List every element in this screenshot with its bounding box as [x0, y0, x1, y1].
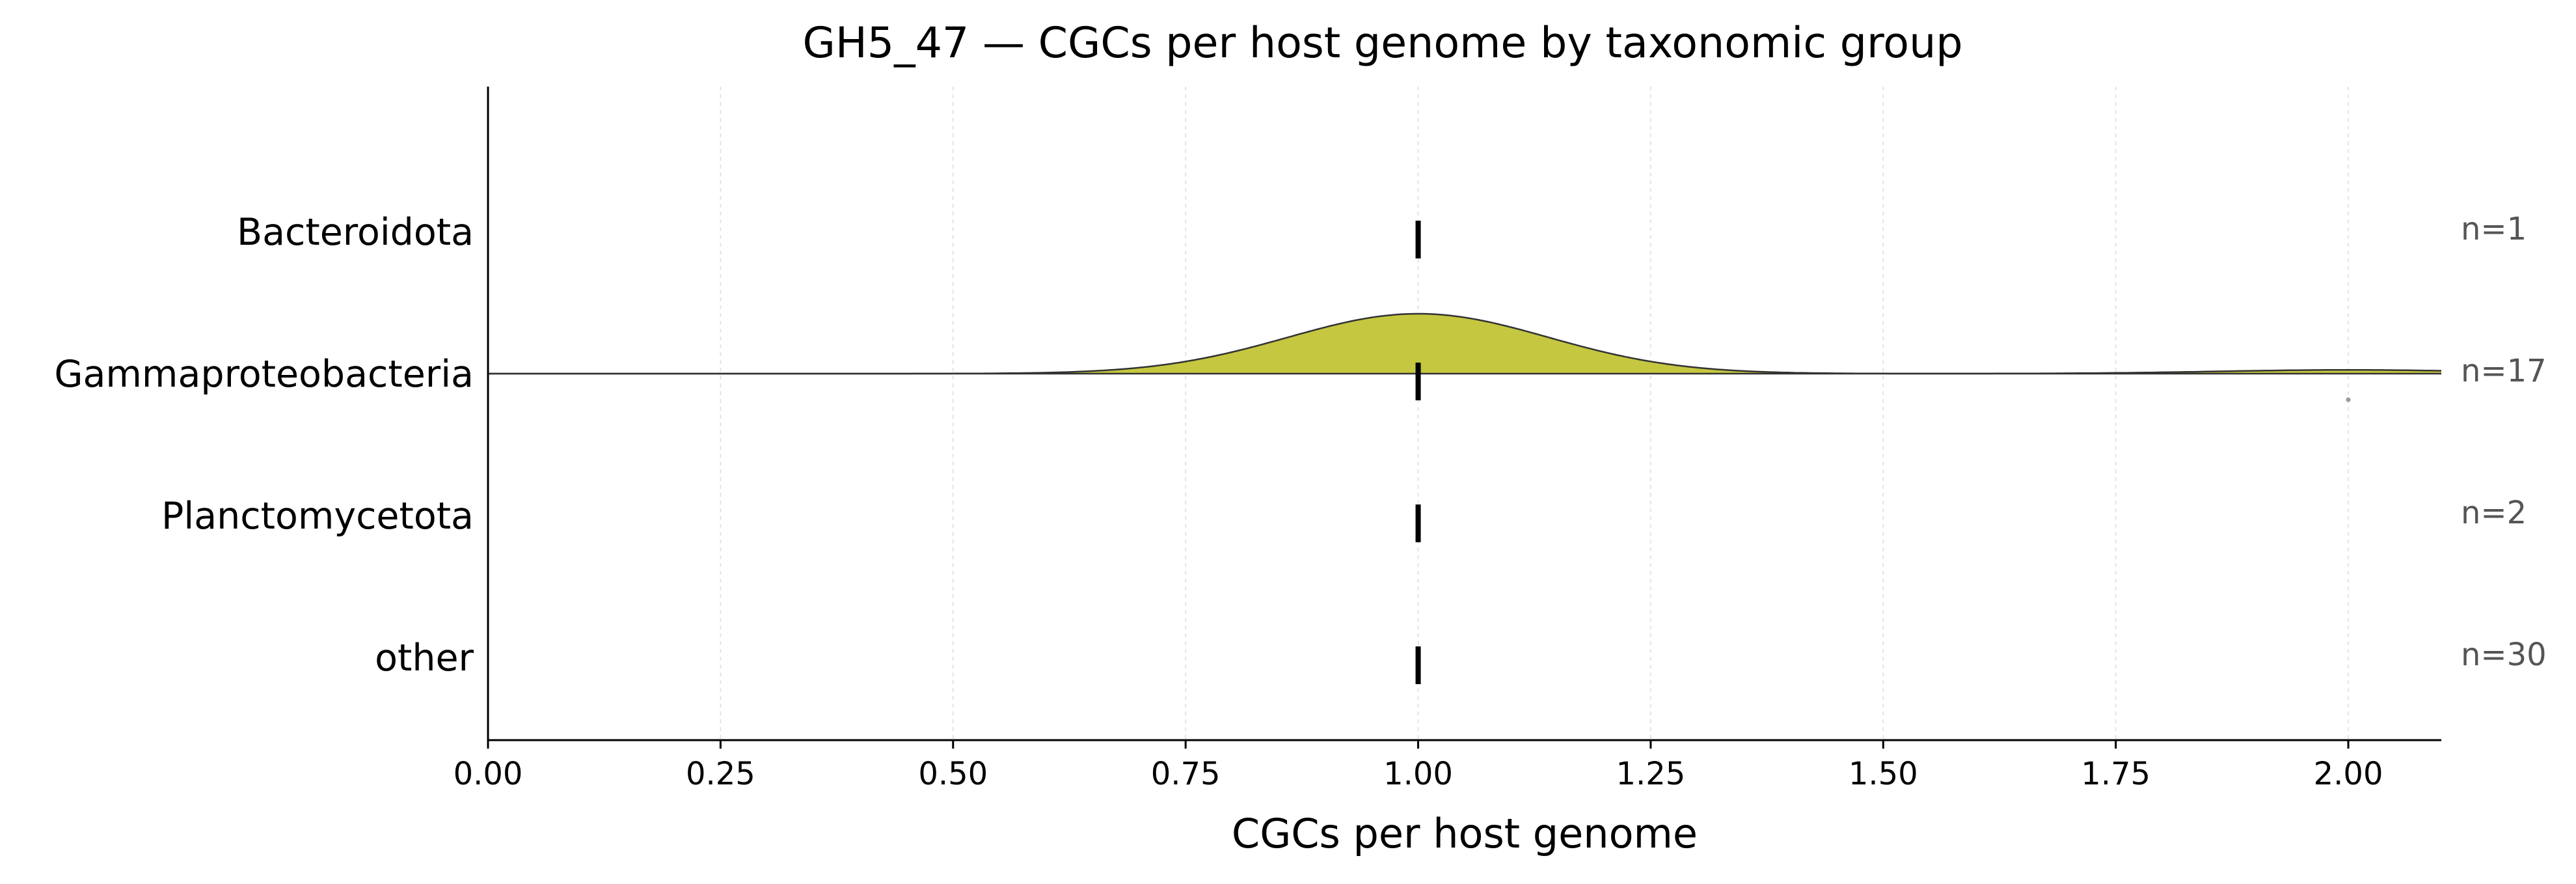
- y-tick-labels: Bacteroidota Gammaproteobacteria Planctomy…: [54, 211, 474, 680]
- n-count-label: n=30: [2461, 637, 2547, 673]
- x-tick-label: 1.00: [1383, 756, 1453, 792]
- y-tick-label: Bacteroidota: [237, 211, 474, 254]
- x-ticks: 0.00 0.25 0.50 0.75 1.00 1.25 1.50 1.75 2.00: [454, 740, 2383, 792]
- x-gridlines: [720, 87, 2350, 740]
- x-tick-label: 0.50: [918, 756, 988, 792]
- x-tick-label: 0.00: [454, 756, 523, 792]
- axes: [487, 87, 2441, 741]
- x-tick-label: 1.50: [1849, 756, 1918, 792]
- x-tick-label: 2.00: [2314, 756, 2383, 792]
- outlier-point: [2346, 397, 2351, 402]
- x-tick-label: 0.25: [686, 756, 755, 792]
- density-ridges: [488, 312, 2441, 375]
- y-tick-label: Planctomycetota: [161, 495, 474, 538]
- y-tick-label: other: [375, 637, 474, 680]
- n-labels: n=1 n=17 n=2 n=30: [2461, 211, 2547, 673]
- n-count-label: n=2: [2461, 495, 2527, 531]
- x-tick-label: 1.75: [2081, 756, 2150, 792]
- x-tick-label: 1.25: [1616, 756, 1685, 792]
- x-axis-label: CGCs per host genome: [1232, 810, 1698, 857]
- outlier-points: [2346, 397, 2351, 402]
- y-tick-label: Gammaproteobacteria: [54, 353, 474, 396]
- x-tick-label: 0.75: [1151, 756, 1221, 792]
- density-fill: [488, 314, 2441, 374]
- n-count-label: n=17: [2461, 353, 2547, 389]
- chart-title: GH5_47 — CGCs per host genome by taxonom…: [802, 19, 1962, 68]
- n-count-label: n=1: [2461, 211, 2527, 247]
